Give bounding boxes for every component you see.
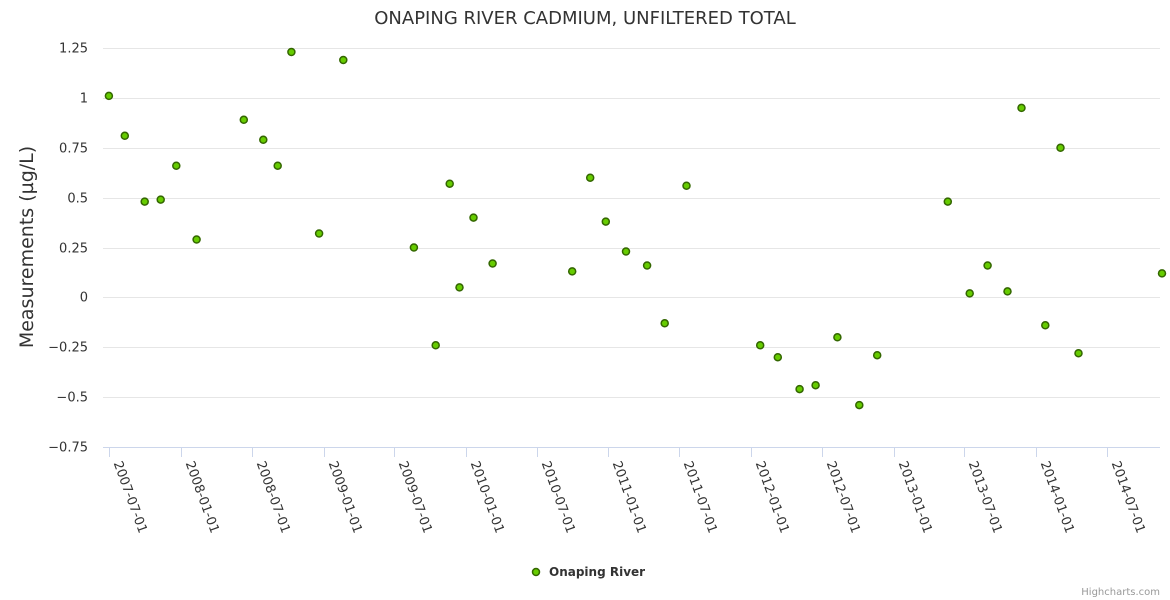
data-point[interactable] (833, 333, 842, 342)
series-onaping-river (104, 47, 1167, 410)
y-axis-label: Measurements (µg/L) (16, 146, 38, 348)
data-point[interactable] (431, 341, 440, 350)
data-point[interactable] (1041, 321, 1050, 330)
y-tick-label: 1 (80, 92, 88, 107)
data-point[interactable] (855, 400, 864, 410)
data-point[interactable] (314, 229, 324, 238)
chart-title: ONAPING RIVER CADMIUM, UNFILTERED TOTAL (374, 8, 796, 29)
data-point[interactable] (409, 243, 419, 252)
legend-symbol (531, 567, 541, 577)
y-tick-label: 0.75 (59, 142, 88, 157)
data-point[interactable] (239, 115, 249, 125)
y-tick-label: 0.25 (59, 242, 88, 257)
data-point[interactable] (621, 247, 631, 256)
x-tick-label: 2007-07-01 (110, 459, 150, 535)
x-tick-label: 2009-01-01 (325, 459, 365, 535)
y-tick-label: 0.5 (67, 192, 88, 207)
x-tick-label: 2013-01-01 (895, 459, 935, 535)
data-point[interactable] (156, 195, 165, 204)
data-point[interactable] (1003, 287, 1012, 296)
data-point[interactable] (273, 161, 282, 170)
data-point[interactable] (1056, 143, 1065, 153)
data-point[interactable] (140, 197, 149, 206)
y-axis-ticks: 1.25 1 0.75 0.5 0.25 0 −0.25 −0.5 −0.75 (48, 42, 88, 456)
y-tick-label: −0.25 (48, 341, 88, 356)
x-tick-label: 2012-07-01 (823, 459, 863, 535)
x-tick-label: 2014-07-01 (1108, 459, 1148, 535)
data-point[interactable] (660, 319, 669, 328)
x-tick-label: 2014-01-01 (1037, 459, 1077, 535)
data-point[interactable] (445, 179, 454, 188)
y-tick-label: −0.75 (48, 441, 88, 456)
grid-lines (103, 48, 1160, 398)
data-point[interactable] (287, 47, 296, 57)
data-point[interactable] (642, 261, 652, 270)
data-point[interactable] (192, 235, 201, 244)
data-point[interactable] (682, 181, 691, 190)
x-tick-label: 2011-01-01 (609, 459, 649, 535)
data-point[interactable] (339, 55, 348, 65)
data-point[interactable] (872, 350, 882, 360)
legend[interactable]: Onaping River (531, 565, 646, 579)
data-point[interactable] (469, 213, 478, 222)
data-point[interactable] (488, 259, 497, 268)
data-point[interactable] (1157, 269, 1167, 278)
x-axis-ticks: 2007-07-01 2008-01-01 2008-07-01 2009-01-01… (109, 447, 1148, 535)
x-tick-label: 2009-07-01 (395, 459, 435, 535)
x-tick-label: 2010-07-01 (538, 459, 578, 535)
credits-link[interactable]: Highcharts.com (1081, 587, 1160, 598)
data-point[interactable] (1017, 103, 1026, 113)
data-point[interactable] (983, 261, 992, 270)
legend-item-onaping-river[interactable]: Onaping River (549, 565, 645, 579)
data-point[interactable] (943, 197, 953, 206)
data-point[interactable] (259, 135, 268, 145)
x-tick-label: 2008-01-01 (182, 459, 222, 535)
y-tick-label: 0 (80, 291, 88, 306)
data-point[interactable] (120, 131, 130, 141)
data-point[interactable] (755, 341, 765, 350)
x-tick-label: 2008-07-01 (253, 459, 293, 535)
x-tick-label: 2013-07-01 (965, 459, 1005, 535)
data-point[interactable] (172, 161, 181, 170)
data-point[interactable] (585, 173, 595, 182)
data-point[interactable] (811, 380, 820, 390)
data-point[interactable] (567, 267, 577, 276)
data-point[interactable] (795, 384, 804, 394)
data-point[interactable] (455, 283, 464, 292)
data-point[interactable] (965, 289, 974, 298)
y-tick-label: 1.25 (59, 42, 88, 57)
x-tick-label: 2010-01-01 (467, 459, 507, 535)
data-point[interactable] (773, 352, 783, 362)
data-point[interactable] (1074, 348, 1083, 358)
data-point[interactable] (104, 91, 114, 101)
data-point[interactable] (601, 217, 611, 226)
x-tick-label: 2011-07-01 (680, 459, 720, 535)
y-tick-label: −0.5 (56, 391, 88, 406)
x-tick-label: 2012-01-01 (752, 459, 792, 535)
